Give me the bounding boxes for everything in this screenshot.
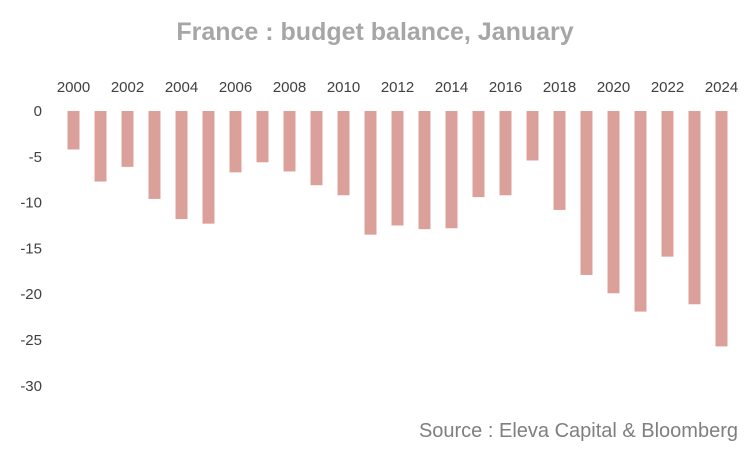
bar-2012 <box>391 111 404 226</box>
bar-2015 <box>472 111 485 198</box>
bar-2008 <box>283 111 296 172</box>
y-tick-label: -20 <box>20 286 42 303</box>
bar-2005 <box>202 111 215 224</box>
x-axis-ticks: 2000 2002 2004 2006 2008 2010 2012 2014 2016 2018… <box>57 79 738 96</box>
y-tick-label: -5 <box>29 149 42 166</box>
bar-2001 <box>94 111 107 182</box>
x-tick-label: 2014 <box>435 79 468 96</box>
y-tick-label: -15 <box>20 240 42 257</box>
x-tick-label: 2016 <box>489 79 522 96</box>
y-tick-label: 0 <box>34 103 42 120</box>
source-note: Source : Eleva Capital & Bloomberg <box>418 420 738 442</box>
bar-2003 <box>148 111 161 199</box>
bar-2021 <box>634 111 647 312</box>
x-tick-label: 2018 <box>543 79 576 96</box>
x-tick-label: 2020 <box>597 79 630 96</box>
x-tick-label: 2024 <box>705 79 738 96</box>
bar-2002 <box>121 111 134 167</box>
bar-2022 <box>661 111 674 257</box>
bar-2014 <box>445 111 458 229</box>
bar-2006 <box>229 111 242 173</box>
y-tick-label: -30 <box>20 378 42 395</box>
x-tick-label: 2002 <box>111 79 144 96</box>
bar-2016 <box>499 111 512 196</box>
bar-2018 <box>553 111 566 210</box>
x-tick-label: 2000 <box>57 79 90 96</box>
bar-2023 <box>688 111 701 305</box>
x-tick-label: 2006 <box>219 79 252 96</box>
x-tick-label: 2012 <box>381 79 414 96</box>
bar-2017 <box>526 111 539 161</box>
bar-2011 <box>364 111 377 235</box>
x-tick-label: 2022 <box>651 79 684 96</box>
bar-2020 <box>607 111 620 294</box>
bars-series <box>67 111 728 347</box>
y-tick-label: -25 <box>20 332 42 349</box>
bar-2009 <box>310 111 323 186</box>
bar-2019 <box>580 111 593 275</box>
bar-2007 <box>256 111 269 163</box>
y-axis-ticks: 0 -5 -10 -15 -20 -25 -30 <box>20 103 42 395</box>
bar-2010 <box>337 111 350 196</box>
chart-title: France : budget balance, January <box>176 18 574 46</box>
bar-2004 <box>175 111 188 220</box>
bar-2024 <box>715 111 728 347</box>
x-tick-label: 2008 <box>273 79 306 96</box>
x-tick-label: 2010 <box>327 79 360 96</box>
x-tick-label: 2004 <box>165 79 198 96</box>
bar-2013 <box>418 111 431 230</box>
y-tick-label: -10 <box>20 195 42 212</box>
bar-2000 <box>67 111 80 150</box>
